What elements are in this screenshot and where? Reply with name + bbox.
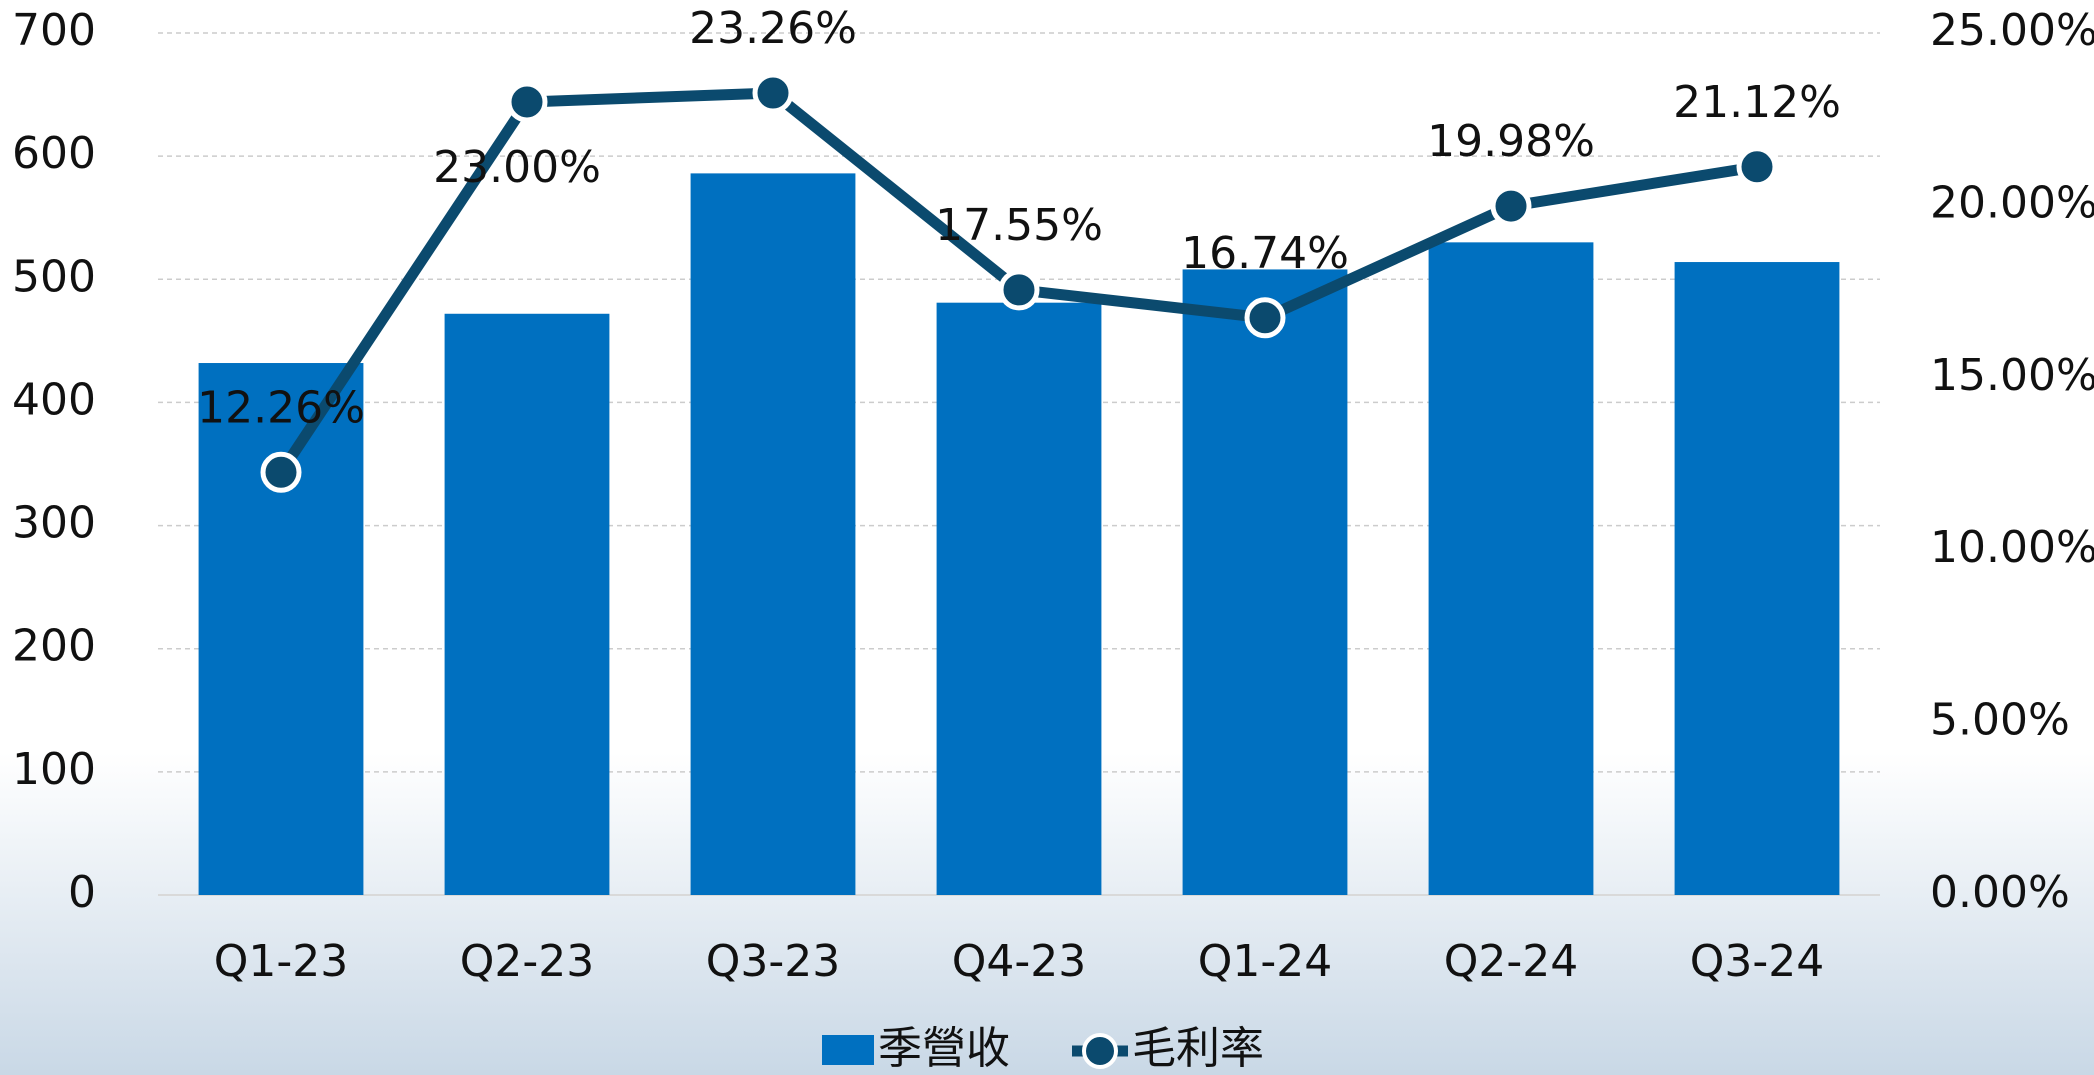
line-marker — [263, 454, 299, 490]
legend-label: 毛利率 — [1132, 1023, 1264, 1074]
y-tick-label: 600 — [12, 128, 96, 179]
y-tick-label: 100 — [12, 744, 96, 795]
y2-tick-label: 20.00% — [1930, 177, 2094, 228]
bar — [199, 363, 364, 895]
bar — [1675, 262, 1840, 895]
data-label: 17.55% — [935, 200, 1103, 251]
y-tick-label: 200 — [12, 621, 96, 672]
chart: 0 100 200 300 400 500 600 700 0.00% 5.00% 10.00% 15… — [0, 0, 2094, 1075]
bar — [445, 314, 610, 895]
legend-label: 季營收 — [878, 1023, 1010, 1074]
line-marker — [1493, 188, 1529, 224]
y-tick-label: 500 — [12, 251, 96, 302]
data-label: 16.74% — [1181, 228, 1349, 279]
line-marker — [509, 84, 545, 120]
y-tick-label: 300 — [12, 498, 96, 549]
y-tick-label: 400 — [12, 374, 96, 425]
y2-tick-label: 5.00% — [1930, 695, 2070, 746]
x-tick-label: Q2-23 — [460, 936, 595, 987]
x-tick-label: Q1-24 — [1198, 936, 1333, 987]
y2-tick-label: 15.00% — [1930, 350, 2094, 401]
legend-marker — [1084, 1035, 1116, 1067]
data-label: 23.00% — [433, 142, 601, 193]
x-tick-label: Q3-23 — [706, 936, 841, 987]
line-marker — [1247, 300, 1283, 336]
bar — [1429, 242, 1594, 895]
x-tick-label: Q3-24 — [1690, 936, 1825, 987]
data-label: 21.12% — [1673, 77, 1841, 128]
bar — [1183, 269, 1348, 895]
data-label: 12.26% — [197, 382, 365, 433]
y-tick-label: 0 — [68, 867, 96, 918]
y2-tick-label: 10.00% — [1930, 522, 2094, 573]
data-label: 23.26% — [689, 3, 857, 54]
x-tick-label: Q2-24 — [1444, 936, 1579, 987]
line-marker — [1739, 149, 1775, 185]
line-marker — [1001, 272, 1037, 308]
bar — [937, 303, 1102, 895]
bar — [691, 173, 856, 895]
x-tick-label: Q1-23 — [214, 936, 349, 987]
line-marker — [755, 75, 791, 111]
y2-tick-label: 25.00% — [1930, 5, 2094, 56]
y-tick-label: 700 — [12, 5, 96, 56]
x-tick-label: Q4-23 — [952, 936, 1087, 987]
y2-tick-label: 0.00% — [1930, 867, 2070, 918]
legend-swatch — [822, 1035, 874, 1065]
data-label: 19.98% — [1427, 116, 1595, 167]
